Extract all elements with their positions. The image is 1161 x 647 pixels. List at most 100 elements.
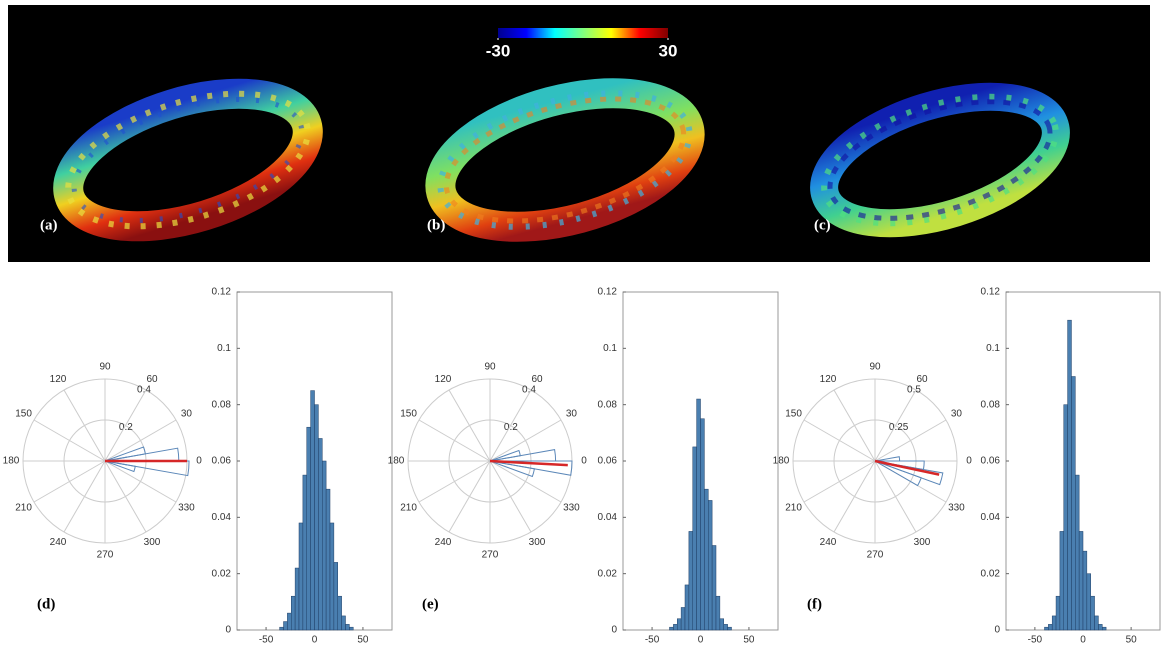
- polar-spoke: [63, 389, 106, 462]
- x-tick-label: -50: [259, 635, 274, 646]
- rose-wedge: [874, 460, 944, 486]
- y-tick-label: 0.02: [598, 568, 618, 579]
- theta-tick-label: 240: [820, 537, 837, 548]
- theta-tick-label: 0: [196, 456, 202, 467]
- theta-tick-label: 60: [531, 374, 543, 385]
- histogram-bar: [1098, 624, 1103, 631]
- theta-tick-label: 300: [144, 537, 161, 548]
- y-tick-label: 0.04: [981, 512, 1001, 523]
- x-tick-label: 0: [312, 635, 318, 646]
- polar-spoke: [489, 419, 562, 462]
- theta-tick-label: 150: [15, 409, 32, 420]
- histogram-bar: [318, 438, 323, 631]
- histogram-bar: [283, 621, 288, 631]
- y-tick-label: 0.08: [212, 399, 232, 410]
- histogram-bar: [329, 522, 335, 631]
- polar-spoke: [33, 419, 106, 462]
- y-tick-label: 0.08: [981, 399, 1001, 410]
- histogram-bar: [727, 626, 732, 631]
- histogram-bar: [1051, 615, 1057, 631]
- r-tick-label: 0.2: [504, 422, 518, 433]
- y-tick-label: 0.08: [598, 399, 618, 410]
- panel-label: (e): [422, 596, 439, 612]
- histogram-bar: [1071, 376, 1076, 631]
- y-tick-label: 0.04: [598, 512, 618, 523]
- theta-tick-label: 330: [563, 503, 580, 514]
- histogram-bar: [349, 626, 354, 631]
- theta-tick-label: 30: [566, 409, 578, 420]
- histogram-bar: [696, 398, 701, 631]
- polar-spoke: [874, 389, 917, 462]
- histogram-bar: [1055, 595, 1061, 631]
- y-tick-label: 0: [611, 625, 617, 636]
- theta-tick-label: 330: [948, 503, 965, 514]
- histogram-bar: [322, 460, 327, 631]
- x-tick-label: 50: [357, 635, 369, 646]
- ring-b: [425, 78, 705, 242]
- histogram-bar: [715, 595, 721, 631]
- histogram-bar: [1090, 595, 1095, 631]
- histogram-bar: [669, 626, 674, 631]
- theta-tick-label: 270: [482, 550, 499, 561]
- histogram-bar: [310, 390, 315, 631]
- histogram-bar: [314, 404, 319, 631]
- histogram-bar: [1078, 531, 1084, 631]
- polar-spoke: [448, 460, 491, 533]
- histogram-bar: [291, 595, 296, 631]
- theta-tick-label: 300: [529, 537, 546, 548]
- y-tick-label: 0.12: [212, 287, 232, 298]
- theta-tick-label: 120: [820, 374, 837, 385]
- y-tick-label: 0.04: [212, 512, 232, 523]
- y-tick-label: 0.02: [212, 568, 232, 579]
- y-tick-label: 0.12: [981, 287, 1001, 298]
- y-tick-label: 0: [225, 625, 231, 636]
- rose-wedge: [104, 460, 190, 477]
- theta-tick-label: 150: [785, 409, 802, 420]
- polar-spoke: [33, 460, 106, 503]
- histogram-bar: [325, 488, 331, 631]
- theta-tick-label: 180: [388, 456, 405, 467]
- polar-spoke: [803, 419, 876, 462]
- panel-label: (b): [427, 217, 445, 233]
- theta-tick-label: 120: [435, 374, 452, 385]
- theta-tick-label: 60: [916, 374, 928, 385]
- y-tick-label: 0.06: [598, 456, 618, 467]
- histogram-bar: [1063, 404, 1068, 631]
- theta-tick-label: 240: [435, 537, 452, 548]
- histogram-bar: [673, 624, 678, 631]
- theta-tick-label: 30: [951, 409, 963, 420]
- polar-spoke: [833, 389, 876, 462]
- rose-wedge: [489, 460, 573, 476]
- histogram-bar: [688, 531, 693, 631]
- histogram-bar: [680, 607, 686, 631]
- histogram-bar: [333, 562, 338, 631]
- histogram-bar: [298, 522, 304, 631]
- ring-a: [53, 78, 323, 242]
- polar-spoke: [448, 389, 491, 462]
- theta-tick-label: 0: [581, 456, 587, 467]
- histogram-bar: [1048, 624, 1053, 631]
- theta-tick-label: 210: [400, 503, 417, 514]
- histogram-bar: [1044, 626, 1049, 631]
- rose-wedge: [489, 449, 557, 462]
- histogram-bar: [677, 618, 682, 631]
- theta-tick-label: 120: [50, 374, 67, 385]
- colorbar-label: 30: [659, 41, 678, 60]
- histogram-bar: [279, 626, 284, 631]
- theta-tick-label: 210: [15, 503, 32, 514]
- panel-label: (f): [807, 596, 822, 612]
- polar-spoke: [803, 460, 876, 503]
- x-tick-label: 0: [1080, 635, 1086, 646]
- theta-tick-label: 90: [99, 362, 111, 373]
- histogram-bar: [708, 500, 713, 631]
- y-tick-label: 0.1: [217, 343, 231, 354]
- polar-spoke: [104, 460, 147, 533]
- r-tick-label: 0.4: [137, 385, 151, 396]
- polar-spoke: [104, 460, 177, 503]
- panel-label: (a): [40, 217, 58, 233]
- y-tick-label: 0.06: [212, 456, 232, 467]
- theta-tick-label: 150: [400, 409, 417, 420]
- polar-spoke: [489, 460, 562, 503]
- r-tick-label: 0.5: [907, 385, 921, 396]
